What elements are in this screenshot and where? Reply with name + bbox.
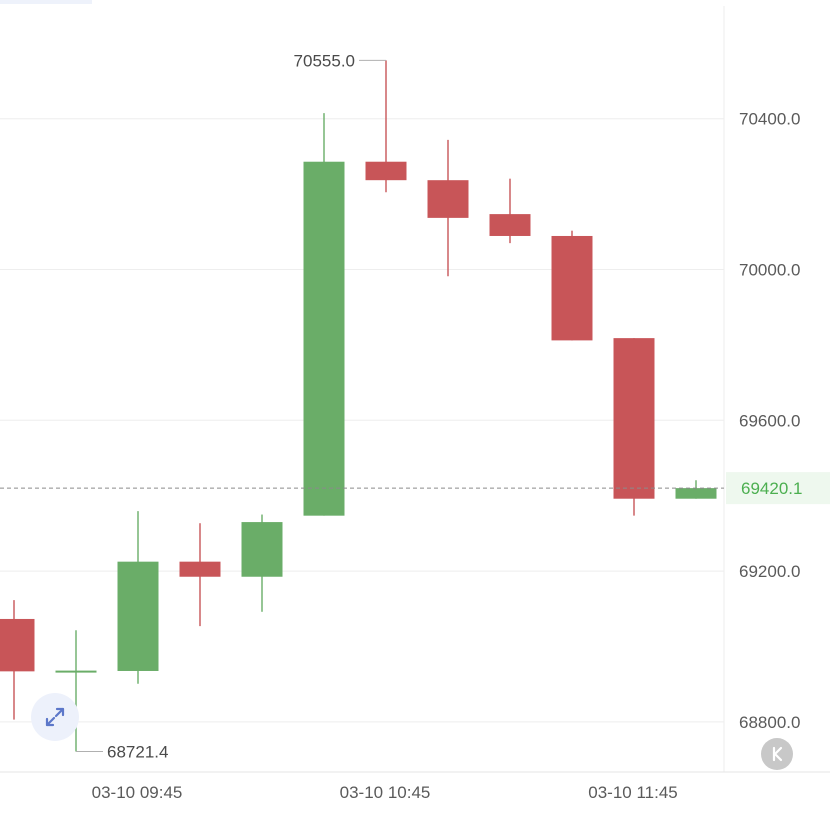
- max-annotation-label: 70555.0: [294, 51, 355, 70]
- candle-body: [117, 561, 159, 671]
- x-tick-label: 03-10 09:45: [92, 783, 183, 802]
- candle-body: [675, 488, 717, 499]
- candle-body: [613, 338, 655, 499]
- y-tick-label: 69200.0: [739, 562, 800, 581]
- candle-body: [489, 214, 531, 236]
- expand-chart-button[interactable]: [31, 693, 79, 741]
- y-tick-label: 68800.0: [739, 713, 800, 732]
- candle-body: [55, 670, 97, 673]
- last-price-label: 69420.1: [741, 479, 802, 498]
- y-tick-label: 70000.0: [739, 261, 800, 280]
- min-annotation-label: 68721.4: [107, 742, 168, 761]
- last-price-badge: [726, 472, 830, 505]
- candle-body: [179, 561, 221, 577]
- top-tab-strip: [0, 0, 92, 4]
- back-k-icon: [772, 746, 783, 762]
- candle-body: [551, 235, 593, 341]
- y-tick-label: 69600.0: [739, 411, 800, 430]
- candle-body: [365, 161, 407, 181]
- expand-arrows-icon: [45, 707, 65, 727]
- y-tick-label: 70400.0: [739, 110, 800, 129]
- x-tick-label: 03-10 11:45: [588, 783, 677, 802]
- x-tick-label: 03-10 10:45: [340, 783, 431, 802]
- candle-body: [427, 180, 469, 218]
- candle-body: [0, 618, 35, 672]
- candle-body: [303, 161, 345, 516]
- back-to-latest-button[interactable]: [761, 738, 793, 770]
- candle-body: [241, 522, 283, 577]
